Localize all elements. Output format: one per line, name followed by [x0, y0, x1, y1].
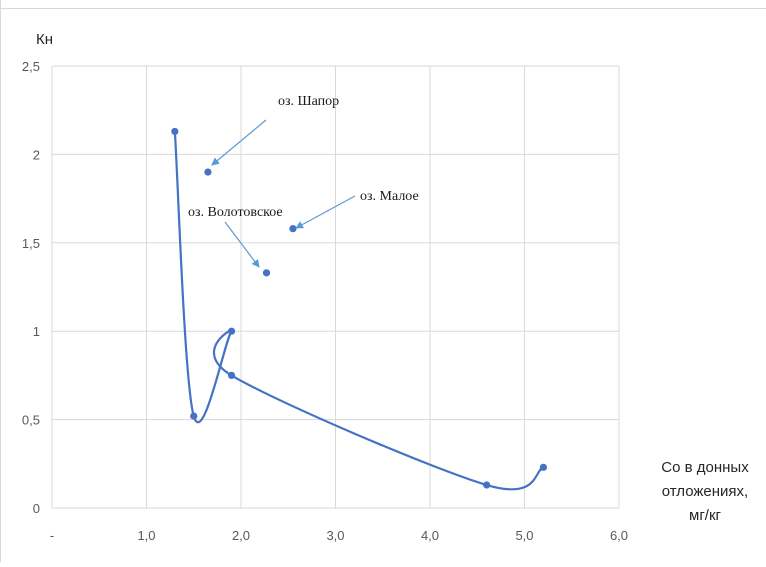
y-tick-label: 2,5 — [22, 59, 40, 74]
data-points — [171, 127, 548, 489]
annotation-arrow-2 — [224, 221, 260, 268]
annotation-arrow-0 — [211, 119, 267, 166]
data-point-0-1 — [190, 412, 198, 420]
y-tick-label: 2 — [33, 147, 40, 162]
data-point-0-2 — [227, 327, 236, 335]
chart-frame-top — [0, 8, 766, 9]
x-axis-title-line-3: мг/кг — [689, 507, 722, 524]
x-tick-label: 1,0 — [137, 528, 155, 543]
x-axis-title-line-2: отложениях, — [662, 483, 748, 500]
series-lines — [173, 131, 544, 491]
data-point-0-4 — [483, 481, 491, 489]
y-tick-label: 0 — [33, 501, 40, 516]
gridlines — [51, 65, 620, 509]
annotation-arrow-1 — [295, 195, 356, 229]
x-tick-label: 6,0 — [610, 528, 628, 543]
y-axis-title: Кн — [36, 31, 53, 48]
annotations: оз. Шапор оз. Малое оз. Волотовское — [188, 94, 419, 268]
data-point-0-0 — [171, 127, 179, 136]
y-tick-label: 1,5 — [22, 236, 40, 251]
outlier-point-0 — [204, 168, 212, 176]
x-tick-label: 5,0 — [515, 528, 533, 543]
data-point-0-3 — [227, 371, 236, 379]
outlier-point-2 — [262, 269, 271, 277]
data-point-0-5 — [539, 463, 548, 471]
x-tick-label: - — [50, 528, 54, 543]
annotation-label-1: оз. Малое — [360, 189, 419, 204]
series-line-0 — [173, 131, 544, 491]
x-tick-label: 3,0 — [326, 528, 344, 543]
x-tick-label: 4,0 — [421, 528, 439, 543]
annotation-label-2: оз. Волотовское — [188, 205, 283, 220]
tick-labels: 0 0,5 1 1,5 2 2,5 - 1,0 2,0 3,0 4,0 5,0 6,0 — [22, 59, 628, 543]
chart-frame-left — [0, 0, 1, 562]
y-tick-label: 1 — [33, 324, 40, 339]
outlier-point-1 — [289, 225, 297, 233]
x-axis-title-line-1: Co в донных — [661, 459, 749, 476]
annotation-label-0: оз. Шапор — [278, 94, 339, 109]
y-tick-label: 0,5 — [22, 413, 40, 428]
x-tick-label: 2,0 — [232, 528, 250, 543]
